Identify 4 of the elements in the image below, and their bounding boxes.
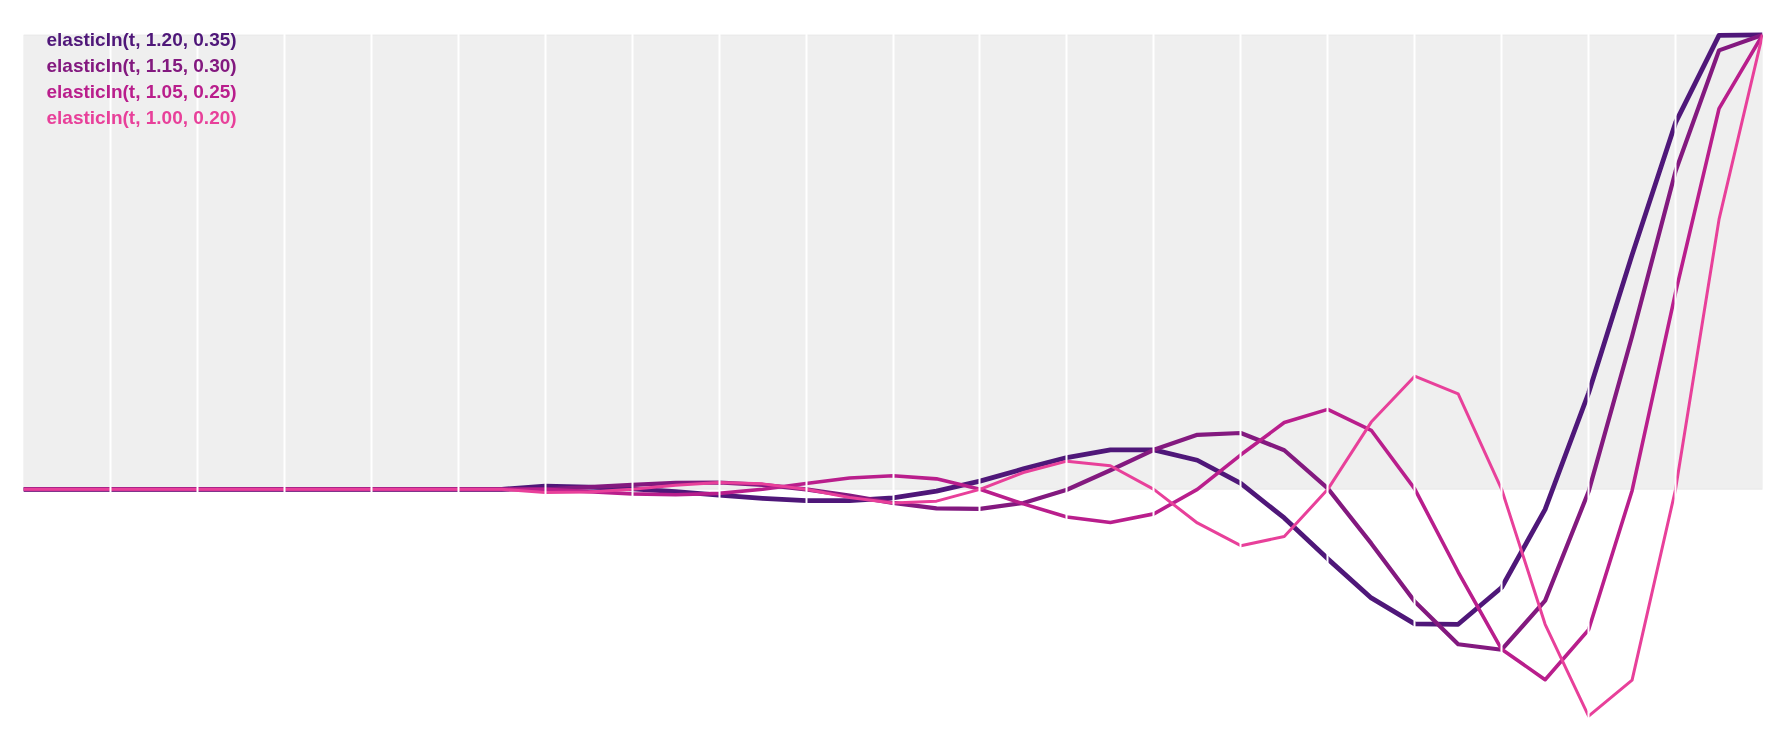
text: elasticIn(t, 1.15, 0.30) bbox=[46, 54, 237, 76]
text: elasticIn(t, 1.20, 0.35) bbox=[46, 28, 237, 50]
text: elasticIn(t, 1.05, 0.25) bbox=[46, 80, 237, 102]
text: elasticIn(t, 1.00, 0.20) bbox=[46, 106, 237, 128]
